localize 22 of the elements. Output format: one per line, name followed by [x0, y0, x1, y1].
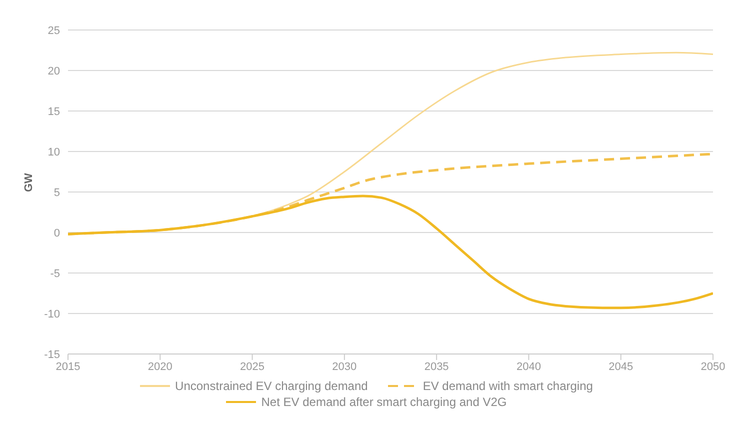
- y-tick-label: 10: [48, 146, 60, 158]
- x-tick-label: 2030: [332, 360, 357, 373]
- y-tick-label: 15: [48, 106, 60, 118]
- y-tick-label: -15: [44, 348, 60, 361]
- x-tick-label: 2025: [240, 360, 265, 373]
- legend-label: Net EV demand after smart charging and V2G: [261, 395, 507, 409]
- y-tick-label: -5: [50, 268, 60, 280]
- x-tick-label: 2045: [608, 360, 634, 373]
- y-tick-label: 0: [54, 227, 60, 240]
- legend-label: EV demand with smart charging: [422, 379, 593, 393]
- line-series: [68, 194, 713, 310]
- y-tick-label: 20: [48, 65, 60, 78]
- x-tick-label: 2050: [700, 360, 726, 373]
- x-tick-label: 2015: [56, 360, 80, 373]
- x-tick-label: 2040: [516, 360, 541, 373]
- x-tick-label: 2035: [424, 360, 449, 373]
- y-axis-title: GW: [22, 172, 35, 192]
- x-tick-label: 2020: [148, 360, 172, 373]
- y-tick-label: 5: [54, 186, 60, 199]
- y-tick-label: -10: [44, 308, 60, 320]
- y-tick-label: 25: [48, 24, 60, 37]
- legend-label: Unconstrained EV charging demand: [175, 379, 368, 393]
